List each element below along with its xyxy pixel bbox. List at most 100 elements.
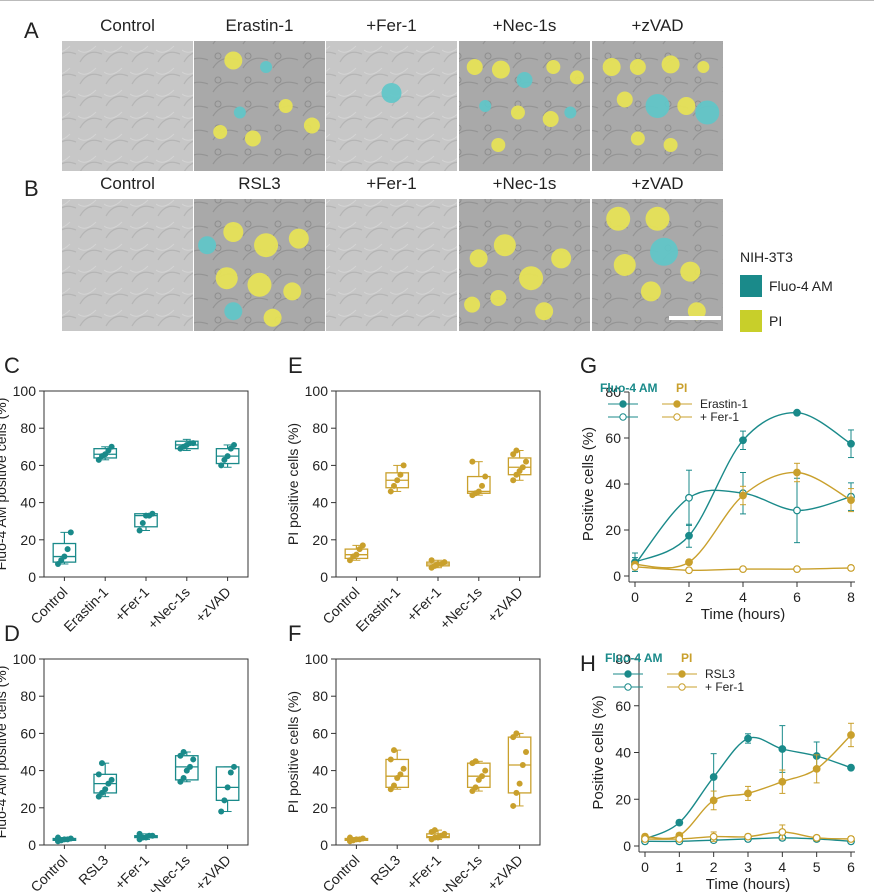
data-point	[709, 796, 718, 805]
category-label: +Nec-1s	[436, 852, 484, 892]
data-point	[793, 506, 801, 515]
y-tick-label: 100	[13, 651, 37, 667]
cell-marker	[535, 302, 554, 321]
data-point	[353, 551, 360, 558]
box	[385, 758, 410, 788]
micrograph-image	[194, 199, 325, 331]
data-point	[387, 756, 394, 763]
data-point	[67, 529, 74, 536]
category-label: RSL3	[367, 852, 403, 888]
category-label: +Nec-1s	[144, 852, 192, 892]
x-axis-label: Time (hours)	[701, 606, 785, 623]
micrograph-label: +Fer-1	[366, 16, 417, 35]
data-point	[685, 531, 693, 540]
plot-frame	[43, 658, 249, 846]
data-point	[739, 565, 747, 573]
chart-d: 0 20 40 60 80 100 Fluo-4 AM positive cells (%)…	[0, 651, 249, 892]
legend-marker-fluo4	[619, 400, 627, 408]
data-point	[812, 764, 821, 773]
cell-marker	[491, 60, 510, 79]
cell-marker	[616, 91, 633, 108]
cell-marker	[564, 106, 577, 119]
legend-label-fluo4: Fluo-4 AM	[769, 278, 833, 294]
data-point	[227, 769, 234, 776]
y-tick-label: 80	[615, 651, 631, 667]
data-point	[428, 557, 435, 564]
data-point	[149, 832, 156, 839]
y-tick-label: 0	[28, 569, 36, 585]
cell-marker	[640, 281, 661, 302]
y-tick-label: 60	[20, 725, 36, 741]
data-point	[218, 808, 225, 815]
category-label: RSL3	[75, 852, 111, 888]
data-point	[390, 782, 397, 789]
panel-letter-a: A	[24, 18, 39, 43]
data-point	[149, 510, 156, 517]
data-point	[102, 786, 109, 793]
cell-marker	[546, 60, 561, 74]
y-tick-label: 40	[20, 763, 36, 779]
data-point	[431, 827, 438, 834]
cell-marker	[254, 233, 279, 258]
data-point	[231, 441, 238, 448]
data-point	[793, 408, 801, 417]
legend-marker-fluo4	[619, 413, 627, 421]
data-point	[482, 473, 489, 480]
data-point	[847, 763, 855, 772]
category-label: Erastin-1	[60, 584, 111, 635]
panel-letter-e: E	[288, 353, 303, 378]
y-tick-label: 60	[312, 725, 328, 741]
cell-marker	[263, 308, 282, 327]
data-point	[793, 468, 801, 477]
data-point	[641, 835, 649, 843]
data-point	[397, 771, 404, 778]
cell-marker	[551, 248, 572, 269]
chart-c: 0 20 40 60 80 100 Fluo-4 AM positive cells (%)…	[0, 383, 249, 635]
legend-marker-fluo4	[624, 683, 632, 691]
cell-marker	[519, 266, 544, 291]
x-tick-label: 2	[685, 589, 693, 605]
data-point	[231, 763, 238, 770]
data-point	[516, 780, 523, 787]
data-point	[847, 731, 855, 739]
data-point	[847, 835, 855, 843]
y-tick-label: 80	[20, 420, 36, 436]
y-tick-label: 0	[613, 568, 621, 584]
cell-marker	[213, 125, 228, 139]
chart-h: 0 20 40 60 80 0 1 2 3 4 5 6 Time (hours) Positive cel…	[590, 651, 855, 892]
category-label: +zVAD	[484, 852, 526, 892]
cell-marker	[630, 131, 645, 146]
panel-letter-g: G	[580, 353, 597, 378]
y-tick-label: 60	[20, 457, 36, 473]
data-point	[136, 527, 143, 534]
y-tick-label: 0	[320, 837, 328, 853]
micrograph-image	[194, 41, 325, 171]
scale-bar	[669, 316, 721, 320]
y-tick-label: 40	[312, 495, 328, 511]
micrograph-label: RSL3	[238, 174, 281, 193]
y-tick-label: 100	[305, 383, 329, 399]
micrograph-label: +Nec-1s	[493, 16, 557, 35]
y-tick-label: 60	[615, 698, 631, 714]
y-tick-label: 60	[312, 457, 328, 473]
y-tick-label: 40	[605, 476, 621, 492]
data-point	[778, 828, 787, 836]
panel-letter-d: D	[4, 621, 20, 646]
data-point	[190, 756, 197, 763]
category-label: +Nec-1s	[436, 584, 484, 632]
category-label: Erastin-1	[352, 584, 403, 635]
data-point	[136, 830, 143, 837]
category-label: +zVAD	[192, 584, 234, 626]
panel-letter-h: H	[580, 651, 596, 676]
cell-marker	[224, 302, 243, 321]
y-tick-label: 40	[20, 495, 36, 511]
data-point	[180, 749, 187, 755]
data-point	[139, 520, 146, 527]
panel-letter-f: F	[288, 621, 301, 646]
cell-marker	[198, 236, 217, 255]
data-point	[675, 818, 684, 827]
cell-marker	[695, 100, 720, 125]
micrograph-image	[326, 41, 457, 171]
micrograph-row-a: Control Erastin-1 +Fer-1 +Nec-1s +zVAD	[62, 16, 723, 171]
data-point	[54, 834, 61, 841]
